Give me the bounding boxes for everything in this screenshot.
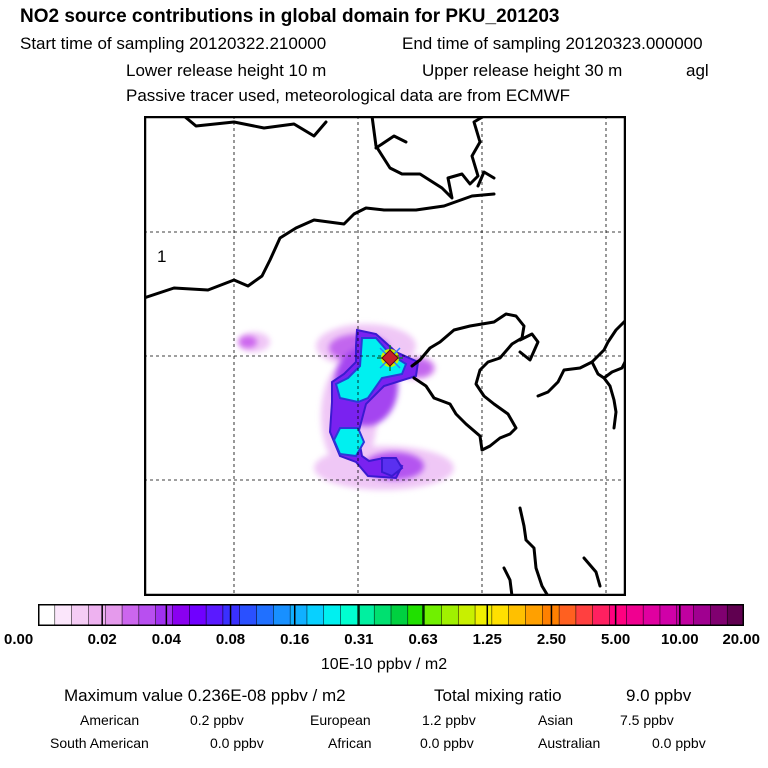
colorbar-cell xyxy=(54,604,73,626)
colorbar-cell xyxy=(626,604,644,626)
colorbar-tick-label: 1.25 xyxy=(472,631,502,648)
asian-label: Asian xyxy=(538,712,574,728)
agl-label: agl xyxy=(686,61,709,80)
colorbar-cell xyxy=(138,604,157,626)
colorbar-tick-label: 0.02 xyxy=(87,631,117,648)
map-panel: 1 xyxy=(144,116,626,596)
total-mixing-ratio-value: 9.0 ppbv xyxy=(626,686,692,705)
european-value: 1.2 ppbv xyxy=(422,712,476,728)
colorbar-cell xyxy=(592,604,611,626)
colorbar-cell xyxy=(104,604,123,626)
colorbar-cell xyxy=(71,604,89,626)
south-american-label: South American xyxy=(50,735,149,751)
colorbar-tick-label: 0.04 xyxy=(151,631,181,648)
colorbar-tick-label: 5.00 xyxy=(601,631,631,648)
colorbar-cell xyxy=(558,604,577,626)
colorbar-cell xyxy=(390,604,409,626)
colorbar-units: 10E-10 ppbv / m2 xyxy=(320,656,448,673)
receptor-star-icon xyxy=(377,345,403,371)
map-grid xyxy=(144,116,626,596)
colorbar-cell xyxy=(38,604,56,626)
map-frame xyxy=(144,116,626,596)
colorbar-cell xyxy=(256,604,274,626)
colorbar-cell xyxy=(155,604,174,626)
colorbar-tick-label: 0.08 xyxy=(215,631,246,648)
colorbar-cell xyxy=(726,604,744,626)
colorbar-cell xyxy=(340,604,358,626)
european-label: European xyxy=(310,712,371,728)
african-value: 0.0 ppbv xyxy=(420,735,474,751)
colorbar-cell xyxy=(508,604,527,626)
colorbar-tick-label: 0.16 xyxy=(280,631,310,648)
total-mixing-ratio-label: Total mixing ratio xyxy=(434,686,562,705)
australian-label: Australian xyxy=(538,735,601,751)
colorbar-cell xyxy=(121,604,140,626)
colorbar-cell xyxy=(609,604,627,626)
start-time: Start time of sampling 20120322.210000 xyxy=(20,34,327,53)
end-time: End time of sampling 20120323.000000 xyxy=(402,34,703,53)
colorbar-tick-label: 0.31 xyxy=(344,631,374,648)
colorbar-cell xyxy=(205,604,224,626)
colorbar-tick-label: 2.50 xyxy=(536,631,567,648)
colorbar-cell xyxy=(323,604,342,626)
upper-release-height: Upper release height 30 m xyxy=(422,61,623,80)
colorbar-cell xyxy=(373,604,392,626)
maximum-value: Maximum value 0.236E-08 ppbv / m2 xyxy=(64,686,346,705)
asian-value: 7.5 ppbv xyxy=(620,712,674,728)
map-title: NO2 source contributions in global domai… xyxy=(20,6,560,27)
colorbar xyxy=(38,604,744,626)
colorbar-cell xyxy=(693,604,711,626)
colorbar-cell xyxy=(525,604,543,626)
colorbar-tick-label: 20.00 xyxy=(722,631,760,648)
lower-release-height: Lower release height 10 m xyxy=(126,61,327,80)
colorbar-cell xyxy=(172,604,190,626)
colorbar-cell xyxy=(239,604,258,626)
south-american-value: 0.0 ppbv xyxy=(210,735,264,751)
colorbar-tick-label: 0.63 xyxy=(408,631,438,648)
colorbar-tick-label: 0.00 xyxy=(4,631,34,648)
colorbar-cell xyxy=(273,604,291,626)
panel-label: 1 xyxy=(157,247,166,266)
colorbar-cell xyxy=(642,604,661,626)
colorbar-cell xyxy=(659,604,678,626)
colorbar-tick-label: 10.00 xyxy=(661,631,699,648)
colorbar-cell xyxy=(88,604,106,626)
colorbar-cell xyxy=(441,604,459,626)
colorbar-cell xyxy=(424,604,442,626)
colorbar-cell xyxy=(491,604,510,626)
tracer-note: Passive tracer used, meteorological data… xyxy=(126,86,571,105)
colorbar-cell xyxy=(457,604,476,626)
colorbar-cell xyxy=(306,604,325,626)
colorbar-cell xyxy=(575,604,594,626)
colorbar-cell xyxy=(474,604,493,626)
american-value: 0.2 ppbv xyxy=(190,712,244,728)
coastlines xyxy=(144,116,626,596)
african-label: African xyxy=(328,735,372,751)
colorbar-cell xyxy=(357,604,375,626)
american-label: American xyxy=(80,712,140,728)
plume-field xyxy=(238,324,454,490)
colorbar-cell xyxy=(189,604,207,626)
colorbar-cell xyxy=(222,604,241,626)
colorbar-cell xyxy=(289,604,308,626)
colorbar-cell xyxy=(710,604,728,626)
australian-value: 0.0 ppbv xyxy=(652,735,706,751)
